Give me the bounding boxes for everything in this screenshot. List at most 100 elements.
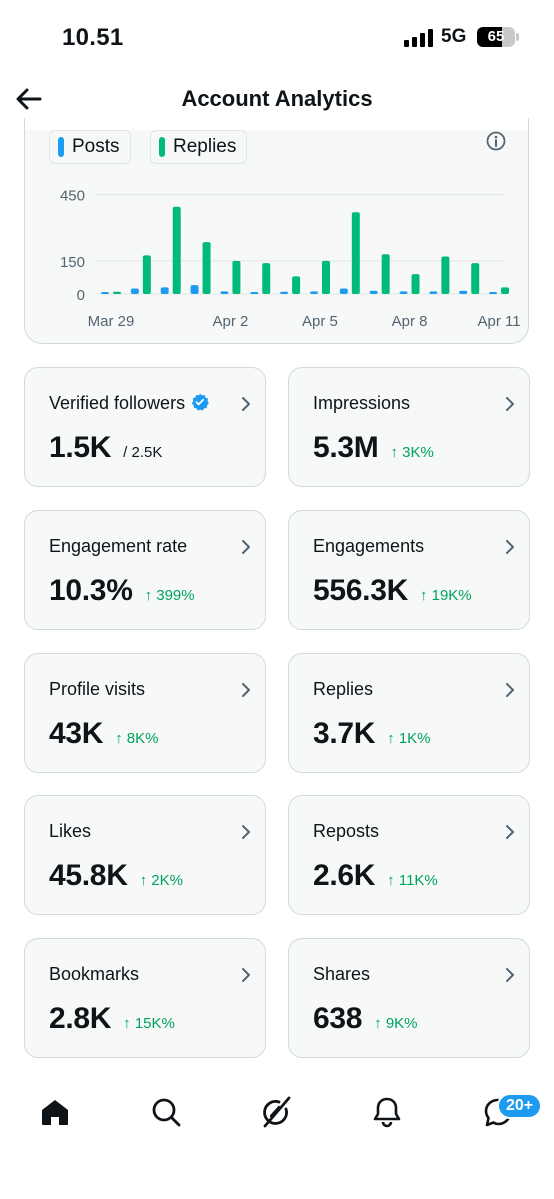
metric-value: 45.8K ↑ 2K%	[49, 859, 183, 892]
page-title: Account Analytics	[181, 86, 373, 111]
metric-card-verified-followers[interactable]: Verified followers 1.5K/ 2.5K	[24, 367, 266, 487]
legend-posts-label: Posts	[72, 136, 120, 157]
battery-icon: 65	[477, 27, 515, 47]
cellular-signal-icon	[404, 29, 434, 47]
home-icon[interactable]	[38, 1095, 72, 1129]
bar-posts	[101, 292, 109, 294]
bar-replies	[232, 260, 241, 294]
metric-card-shares[interactable]: Shares 638 ↑ 9K%	[288, 938, 530, 1058]
bar-posts	[250, 292, 259, 294]
x-tick-label: Apr 2	[212, 313, 248, 330]
metric-value: 2.6K ↑ 11K%	[313, 859, 438, 892]
metric-label: Engagements	[313, 536, 425, 556]
chevron-right-icon	[506, 825, 514, 839]
messages-badge: 20+	[497, 1093, 543, 1119]
legend-replies-label: Replies	[173, 136, 237, 157]
metric-label: Verified followers	[49, 393, 209, 414]
verified-badge-icon	[191, 393, 209, 411]
metric-change: ↑ 399%	[144, 587, 195, 604]
metric-value: 2.8K ↑ 15K%	[49, 1002, 175, 1035]
chevron-right-icon	[506, 540, 514, 554]
metric-total: / 2.5K	[123, 444, 163, 461]
info-icon[interactable]	[485, 130, 507, 152]
metric-card-bookmarks[interactable]: Bookmarks 2.8K ↑ 15K%	[24, 938, 266, 1058]
y-tick-label: 0	[77, 287, 85, 304]
chevron-right-icon	[506, 683, 514, 697]
bottom-nav	[0, 1080, 554, 1150]
metric-label: Reposts	[313, 821, 380, 841]
chevron-right-icon	[506, 397, 514, 411]
metric-value: 1.5K/ 2.5K	[49, 431, 163, 464]
metric-change: ↑ 15K%	[123, 1015, 175, 1032]
chevron-right-icon	[242, 968, 250, 982]
metric-card-likes[interactable]: Likes 45.8K ↑ 2K%	[24, 795, 266, 915]
metric-card-replies[interactable]: Replies 3.7K ↑ 1K%	[288, 653, 530, 773]
x-tick-label: Mar 29	[88, 313, 135, 330]
metric-value: 10.3% ↑ 399%	[49, 574, 195, 607]
metric-change: ↑ 9K%	[374, 1015, 418, 1032]
metric-change: ↑ 2K%	[139, 872, 183, 889]
legend-replies[interactable]: Replies	[150, 130, 248, 164]
bar-replies	[471, 263, 480, 294]
bar-replies	[411, 274, 420, 294]
bar-replies	[292, 276, 301, 294]
status-bar: 10.51 5G 65	[0, 0, 554, 70]
bar-replies	[113, 291, 121, 294]
bar-posts	[280, 291, 289, 294]
page-header: Account Analytics	[0, 70, 554, 128]
legend-replies-swatch	[159, 137, 165, 157]
y-tick-label: 150	[60, 254, 85, 271]
bar-replies	[381, 254, 390, 294]
bar-posts	[489, 292, 498, 294]
metric-label: Impressions	[313, 393, 411, 413]
metric-value: 43K ↑ 8K%	[49, 717, 159, 750]
metric-change: ↑ 1K%	[387, 730, 431, 747]
search-icon[interactable]	[149, 1095, 183, 1129]
metric-label: Replies	[313, 679, 374, 699]
bar-chart: 0 150 450 Mar 29 Apr 2 Apr 5 Apr 8 Apr 11	[60, 188, 521, 330]
back-arrow-icon[interactable]	[12, 82, 46, 116]
bar-replies	[202, 242, 211, 294]
metric-change: ↑ 11K%	[387, 872, 438, 889]
chevron-right-icon	[242, 397, 250, 411]
metric-label: Profile visits	[49, 679, 146, 699]
metric-change: ↑ 19K%	[419, 587, 472, 604]
grok-icon[interactable]	[259, 1095, 293, 1129]
bell-icon[interactable]	[370, 1095, 404, 1129]
chevron-right-icon	[242, 825, 250, 839]
bar-replies	[351, 212, 360, 294]
analytics-chart-card: Posts Replies 0 150 450 Mar 29 Apr 2 Apr 5 Apr…	[24, 118, 529, 344]
x-tick-label: Apr 5	[302, 313, 338, 330]
metric-card-engagement-rate[interactable]: Engagement rate 10.3% ↑ 399%	[24, 510, 266, 630]
battery-tip	[516, 33, 519, 41]
x-tick-label: Apr 11	[478, 313, 521, 330]
metric-card-engagements[interactable]: Engagements 556.3K ↑ 19K%	[288, 510, 530, 630]
metric-card-profile-visits[interactable]: Profile visits 43K ↑ 8K%	[24, 653, 266, 773]
metric-change: ↑ 3K%	[390, 444, 434, 461]
battery-percent: 65	[487, 28, 505, 45]
bar-replies	[172, 206, 181, 294]
metric-value: 556.3K ↑ 19K%	[313, 574, 472, 607]
bar-posts	[429, 291, 438, 294]
bar-posts	[369, 290, 378, 294]
metric-label: Bookmarks	[49, 964, 140, 984]
bar-posts	[160, 287, 169, 294]
metric-label: Shares	[313, 964, 371, 984]
metric-value: 3.7K ↑ 1K%	[313, 717, 431, 750]
bar-replies	[321, 260, 330, 294]
bar-posts	[190, 285, 199, 294]
chevron-right-icon	[242, 683, 250, 697]
bar-posts	[130, 288, 139, 294]
metric-value: 638 ↑ 9K%	[313, 1002, 418, 1035]
bar-replies	[142, 255, 151, 294]
bar-posts	[339, 288, 348, 294]
metric-label: Engagement rate	[49, 536, 188, 556]
metric-card-impressions[interactable]: Impressions 5.3M ↑ 3K%	[288, 367, 530, 487]
legend-posts[interactable]: Posts	[49, 130, 131, 164]
status-time: 10.51	[62, 24, 124, 51]
chevron-right-icon	[242, 540, 250, 554]
bar-posts	[309, 291, 318, 294]
bar-posts	[459, 290, 468, 294]
metric-card-reposts[interactable]: Reposts 2.6K ↑ 11K%	[288, 795, 530, 915]
bar-posts	[220, 291, 229, 294]
